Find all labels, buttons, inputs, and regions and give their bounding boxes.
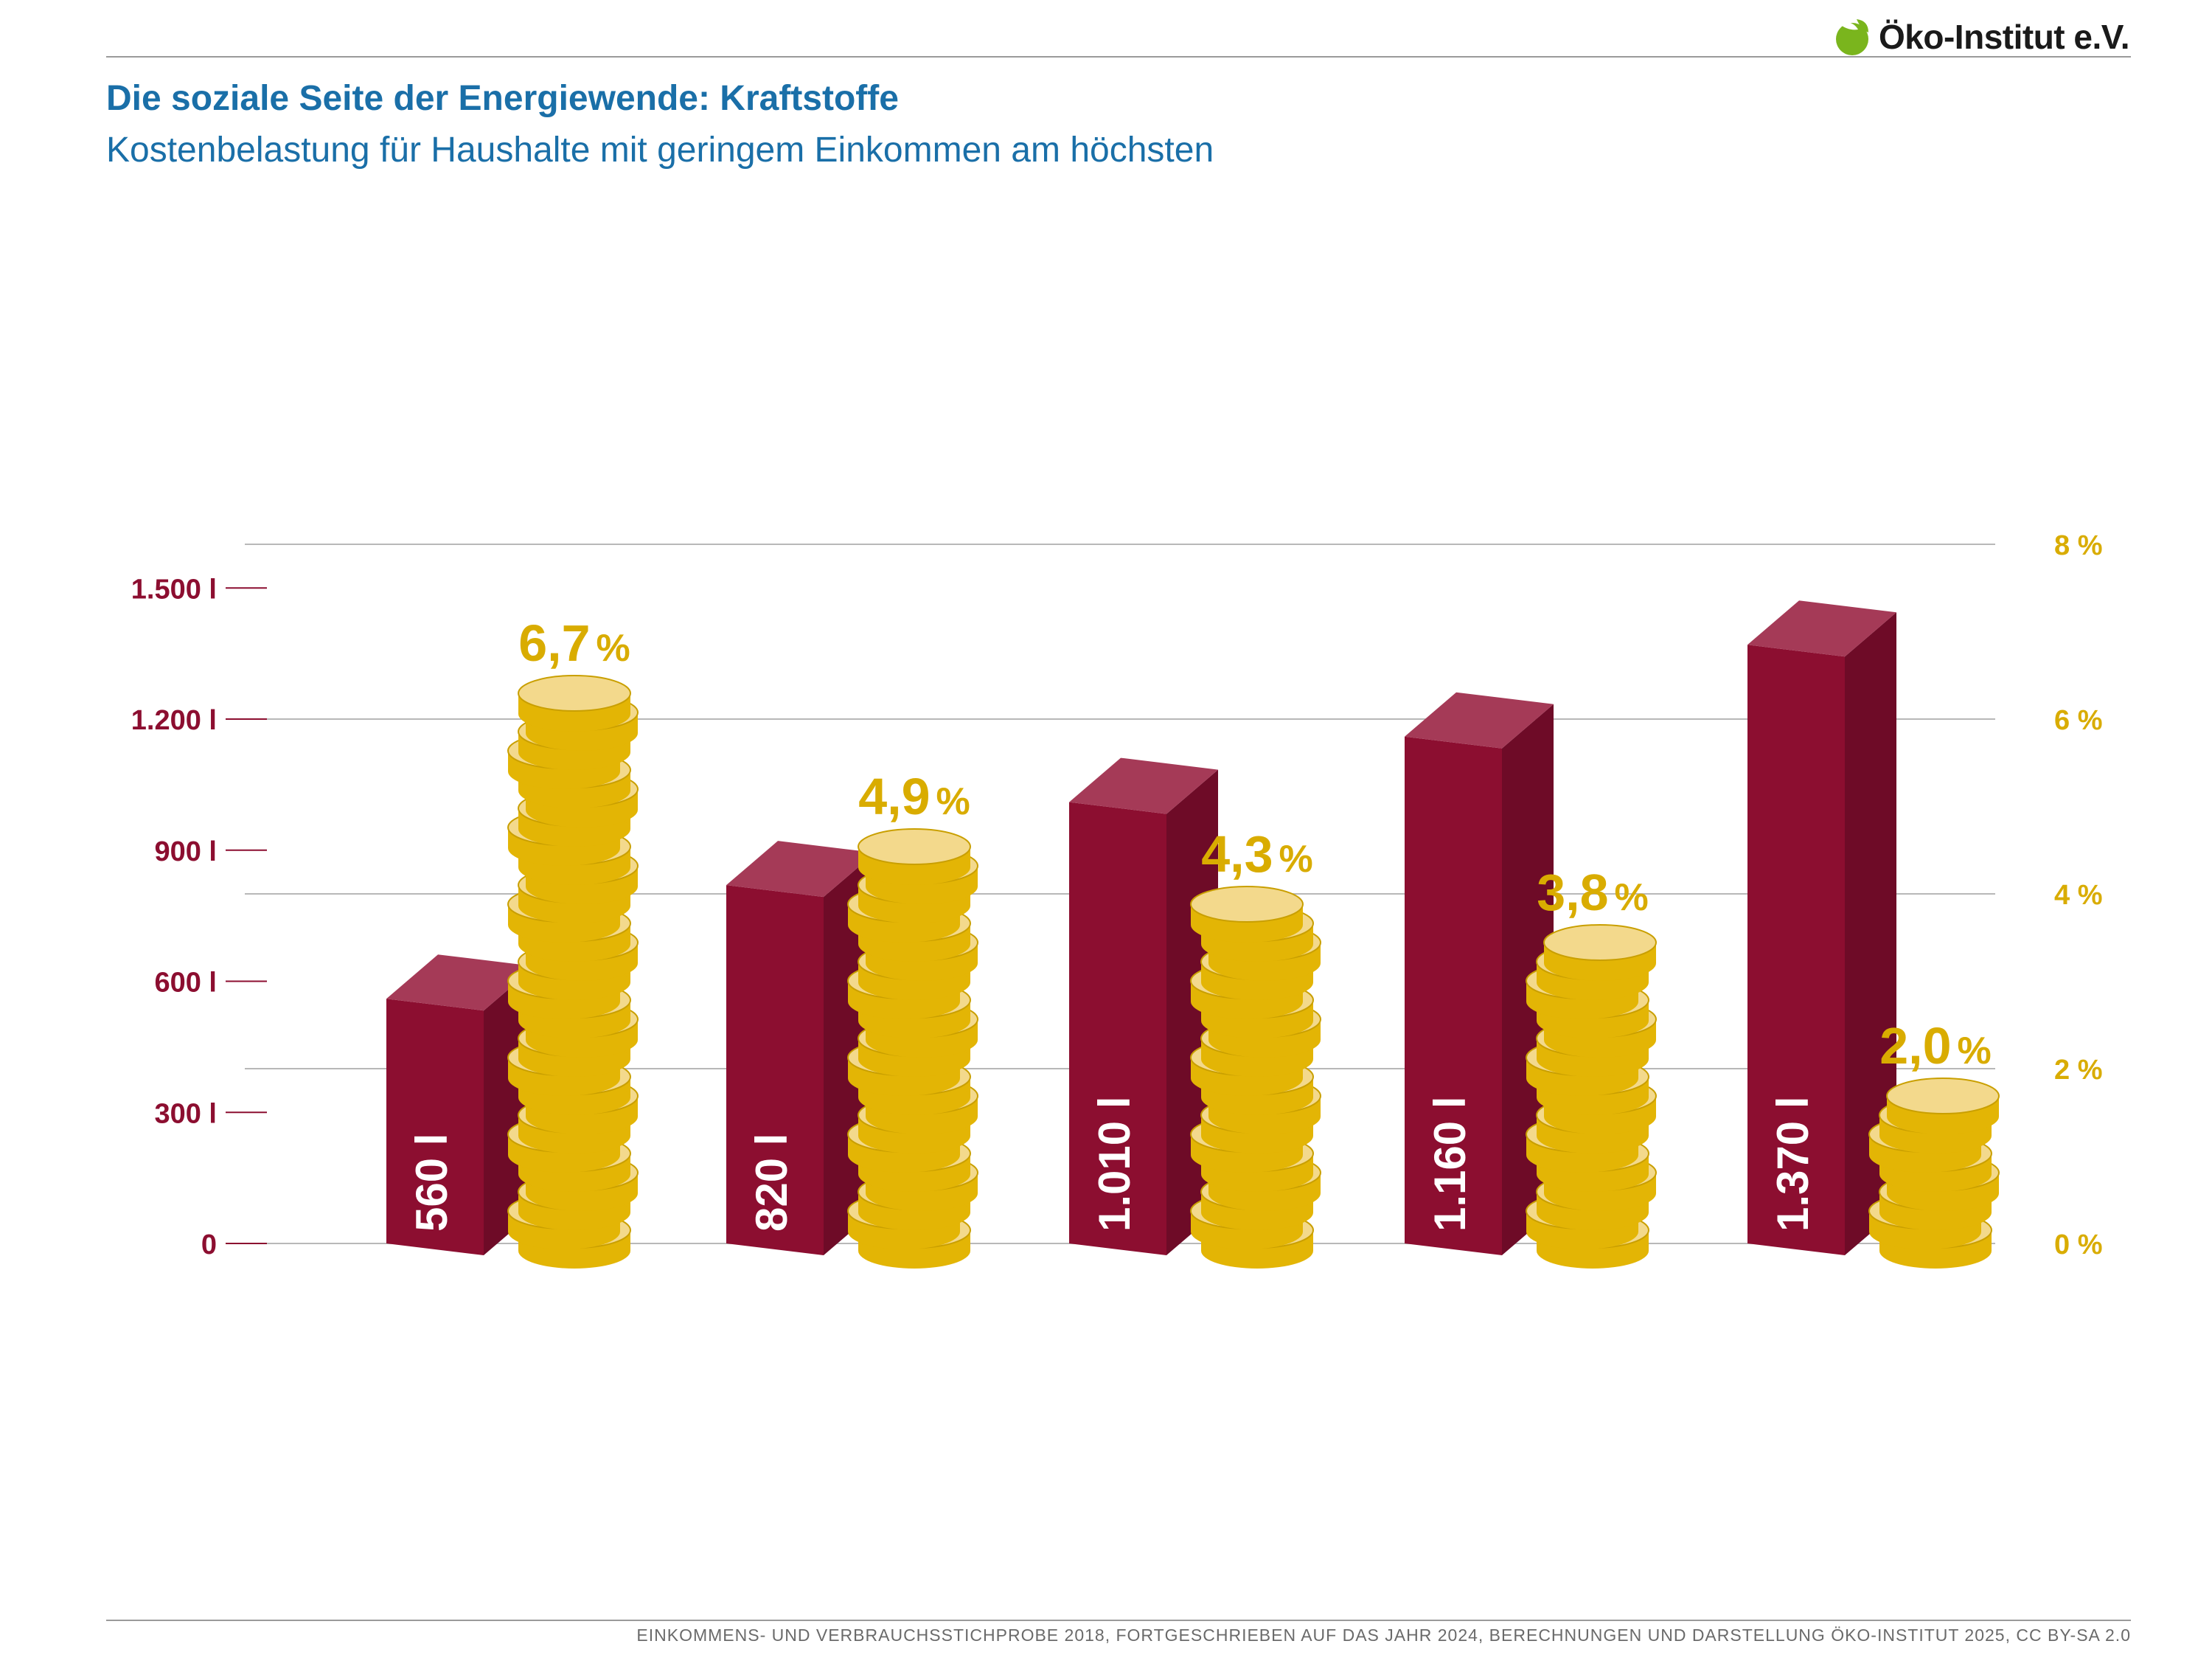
coin	[1886, 1078, 2000, 1134]
percent-value: 3,8	[1537, 864, 1608, 921]
percent-label: 4,9%	[858, 768, 970, 825]
bar-front	[1747, 645, 1845, 1255]
percent-sign: %	[1615, 876, 1649, 919]
coin-face	[858, 828, 971, 865]
bar-front	[1405, 736, 1502, 1255]
bar-value-label: 820 l	[747, 1134, 796, 1232]
left-axis-tick-label: 900 l	[154, 836, 217, 867]
percent-label: 6,7%	[518, 614, 630, 672]
percent-sign: %	[936, 780, 970, 823]
coin-face	[1886, 1078, 2000, 1114]
left-axis-tick-label: 1.200 l	[131, 705, 217, 736]
coin	[518, 675, 631, 732]
left-axis-tick-label: 0	[201, 1229, 217, 1260]
bar-value-label: 560 l	[407, 1134, 456, 1232]
bar-front	[1069, 802, 1166, 1255]
source-note: EINKOMMENS- UND VERBRAUCHSSTICHPROBE 201…	[636, 1625, 2131, 1645]
page-subtitle: Kostenbelastung für Haushalte mit gering…	[106, 131, 1214, 170]
percent-label: 4,3%	[1201, 825, 1313, 883]
bar-side	[1845, 612, 1896, 1255]
percent-value: 4,9	[858, 768, 930, 825]
coin	[858, 828, 971, 885]
percent-value: 6,7	[518, 614, 590, 672]
header-rule	[106, 56, 2131, 58]
bar-top	[1405, 692, 1554, 749]
bar-value-label: 1.010 l	[1090, 1097, 1139, 1232]
right-axis-tick-label: 2 %	[2054, 1055, 2102, 1086]
left-axis-tick-label: 1.500 l	[131, 574, 217, 605]
bar-top	[1747, 600, 1896, 657]
logo: Öko-Institut e.V.	[1832, 15, 2129, 59]
bar-value-label: 1.370 l	[1768, 1097, 1818, 1232]
coin-face	[1190, 886, 1304, 923]
logo-text: Öko-Institut e.V.	[1879, 18, 2129, 56]
right-axis-tick-label: 6 %	[2054, 705, 2102, 736]
coin-face	[1543, 924, 1657, 961]
percent-value: 2,0	[1879, 1017, 1951, 1075]
bar-front	[726, 885, 824, 1255]
coin	[1190, 886, 1304, 943]
bar-front	[386, 999, 484, 1255]
right-axis-tick-label: 8 %	[2054, 530, 2102, 561]
bar-value-label: 1.160 l	[1425, 1097, 1475, 1232]
right-axis-tick-label: 4 %	[2054, 880, 2102, 911]
percent-value: 4,3	[1201, 825, 1273, 883]
bar-top	[386, 954, 535, 1011]
coin-face	[518, 675, 631, 712]
leaf-logo-icon	[1836, 19, 1869, 55]
left-axis-tick-label: 300 l	[154, 1098, 217, 1129]
page-title: Die soziale Seite der Energiewende: Kraf…	[106, 79, 899, 118]
footer-rule	[106, 1620, 2131, 1621]
left-axis-tick-label: 600 l	[154, 968, 217, 999]
percent-label: 3,8%	[1537, 864, 1649, 921]
percent-label: 2,0%	[1879, 1017, 1992, 1075]
percent-sign: %	[597, 627, 630, 670]
bar-top	[1069, 757, 1218, 814]
right-axis-tick-label: 0 %	[2054, 1229, 2102, 1260]
bar-top	[726, 841, 875, 898]
percent-sign: %	[1279, 838, 1313, 881]
coin	[1543, 924, 1657, 981]
percent-sign: %	[1958, 1030, 1992, 1072]
